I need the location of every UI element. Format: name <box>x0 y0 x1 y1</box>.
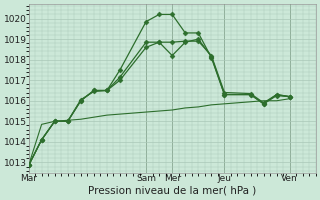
X-axis label: Pression niveau de la mer( hPa ): Pression niveau de la mer( hPa ) <box>88 186 256 196</box>
